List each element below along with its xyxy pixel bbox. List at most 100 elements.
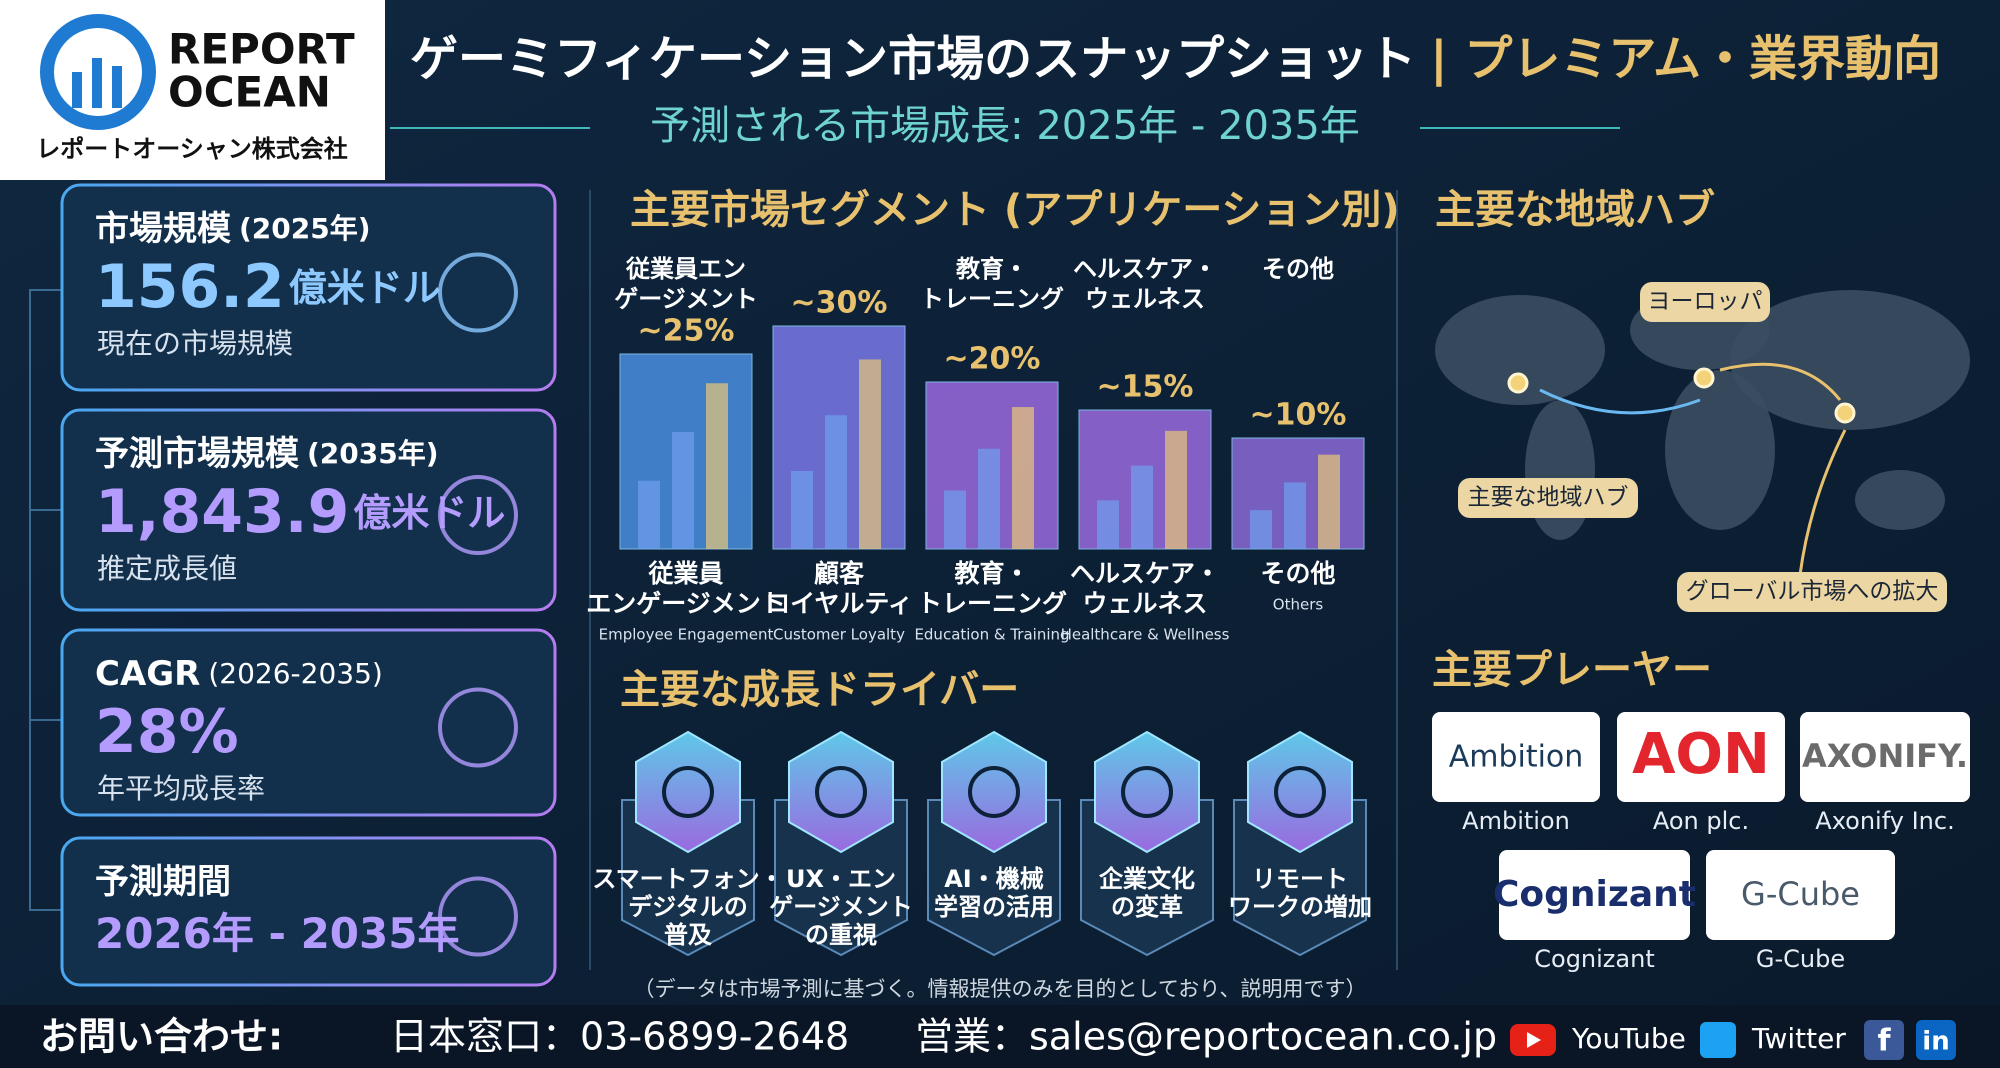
facebook-icon xyxy=(1864,1020,1904,1060)
segment-top-label: ウェルネス xyxy=(1085,285,1205,313)
segment-name: その他 xyxy=(1260,559,1335,588)
driver-label: の変革 xyxy=(1111,893,1183,921)
section-title: 主要な成長ドライバー xyxy=(620,667,1019,713)
section-title: 主要市場セグメント (アプリケーション別) xyxy=(630,187,1400,233)
callout-label: グローバル市場への拡大 xyxy=(1686,579,1939,605)
driver-icon xyxy=(1274,766,1326,818)
flow-arrow xyxy=(1719,362,1842,401)
stat-caption: 推定成長値 xyxy=(97,552,237,585)
stat-card xyxy=(60,628,557,817)
stat-period: (2026-2035) xyxy=(208,657,382,690)
footer-contact: お問い合わせ: xyxy=(40,1015,283,1059)
youtube-play xyxy=(1527,1032,1541,1048)
title-main: ゲーミフィケーション市場のスナップショット xyxy=(410,31,1416,87)
bar-decor xyxy=(1284,482,1306,549)
footer-phone: 日本窓口：03-6899-2648 xyxy=(390,1015,849,1059)
driver-label: 企業文化 xyxy=(1099,865,1195,893)
bar-decor xyxy=(1165,430,1187,549)
segment-share: ~20% xyxy=(944,342,1041,377)
driver-label: 普及 xyxy=(664,921,712,949)
bar-decor xyxy=(1131,465,1153,549)
player-logo: Cognizant xyxy=(1493,874,1696,915)
note: （データは市場予測に基づく。情報提供のみを目的としており、説明用です） xyxy=(634,977,1367,1001)
driver-label: ゲージメント xyxy=(769,893,913,921)
driver-label: UX・エン xyxy=(786,865,896,893)
stat-value-text: 2026年 - 2035年 xyxy=(95,909,459,958)
continent xyxy=(1525,400,1595,540)
player-logo-box xyxy=(1432,712,1600,802)
continent xyxy=(1665,370,1775,530)
driver-icon xyxy=(815,766,867,818)
segment-top-label: 従業員エン xyxy=(625,255,746,283)
stat-label-text: 予測市場規模 xyxy=(95,434,299,474)
driver-icon xyxy=(662,766,714,818)
linkedin-icon xyxy=(1916,1020,1956,1060)
player-logo-box xyxy=(1800,712,1970,802)
bar-decor xyxy=(1250,510,1272,549)
stat-period: (2025年) xyxy=(239,212,371,245)
segment-name: 従業員 xyxy=(647,559,723,588)
player-name: G-Cube xyxy=(1756,945,1845,973)
bar-decor xyxy=(1318,454,1340,549)
continent xyxy=(1435,295,1605,405)
brand: REPORT xyxy=(168,25,355,74)
stat-value: 2026年 - 2035年 xyxy=(95,909,459,958)
stat-icon xyxy=(438,252,518,333)
stat-label: 予測期間 xyxy=(95,862,231,902)
driver-label: ワークの増加 xyxy=(1228,893,1372,921)
stat-label: CAGR (2026-2035) xyxy=(95,654,383,694)
driver-hex xyxy=(635,730,741,854)
callout xyxy=(1640,282,1770,322)
stat-card xyxy=(60,836,557,987)
segment-name-en: Education & Training xyxy=(914,626,1069,644)
stat-caption: 現在の市場規模 xyxy=(97,327,293,360)
stat-value: 28% xyxy=(95,697,239,767)
footer-facebook: f xyxy=(1877,1024,1891,1059)
hub-dot xyxy=(1507,372,1529,394)
stat-value-text: 156.2 xyxy=(95,252,285,322)
callout-label: ヨーロッパ xyxy=(1648,289,1763,315)
section-title: 主要プレーヤー xyxy=(1432,647,1712,693)
company-name: レポートオーシャン株式会社 xyxy=(36,135,348,163)
brand: OCEAN xyxy=(168,68,331,117)
logo-bar xyxy=(92,58,102,108)
flow-arrow xyxy=(1798,429,1847,576)
bar-decor xyxy=(1097,500,1119,549)
driver-label: リモート xyxy=(1252,865,1348,893)
segment-name: ウェルネス xyxy=(1082,589,1207,618)
stat-caption: 年平均成長率 xyxy=(97,772,265,805)
driver-label: 学習の活用 xyxy=(934,893,1054,921)
segment-name-en: Employee Engagement xyxy=(599,626,774,644)
title-suffix: | プレミアム・業界動向 xyxy=(1430,31,1941,87)
stat-value-text: 1,843.9 xyxy=(95,477,349,547)
stat-card xyxy=(60,183,557,392)
segment-name-en: Healthcare & Wellness xyxy=(1061,626,1230,644)
player-logo: AXONIFY. xyxy=(1802,737,1968,775)
stat-icon xyxy=(438,475,518,555)
bar-decor xyxy=(672,432,694,549)
stat-label-text: CAGR xyxy=(95,654,200,694)
driver-label: AI・機械 xyxy=(944,865,1044,893)
footer-bar xyxy=(0,1005,2000,1068)
driver-label: の重視 xyxy=(805,921,877,949)
segment-name: エンゲージメント xyxy=(586,589,786,618)
driver-hex xyxy=(1247,730,1353,854)
segment-name: ロイヤルティ xyxy=(765,589,913,618)
segment-share: ~25% xyxy=(638,314,735,349)
section-title: 主要な地域ハブ xyxy=(1435,187,1715,233)
twitter-icon xyxy=(1700,1022,1736,1058)
segment-name: 教育・ xyxy=(954,559,1029,588)
bar-decor xyxy=(825,415,847,549)
segment-name: トレーニング xyxy=(917,589,1067,618)
segment-share: ~30% xyxy=(791,286,888,321)
stat-period: (2035年) xyxy=(307,437,439,470)
driver-label: デジタルの xyxy=(628,893,748,921)
player-logo: AON xyxy=(1632,722,1770,787)
stat-icon xyxy=(438,687,518,768)
continent xyxy=(1730,290,1970,430)
title: ゲーミフィケーション市場のスナップショット | プレミアム・業界動向 xyxy=(410,31,1941,87)
segment-top-label: ゲージメント xyxy=(614,285,758,313)
stat-label-text: 市場規模 xyxy=(95,209,231,249)
driver-hex xyxy=(788,730,894,854)
